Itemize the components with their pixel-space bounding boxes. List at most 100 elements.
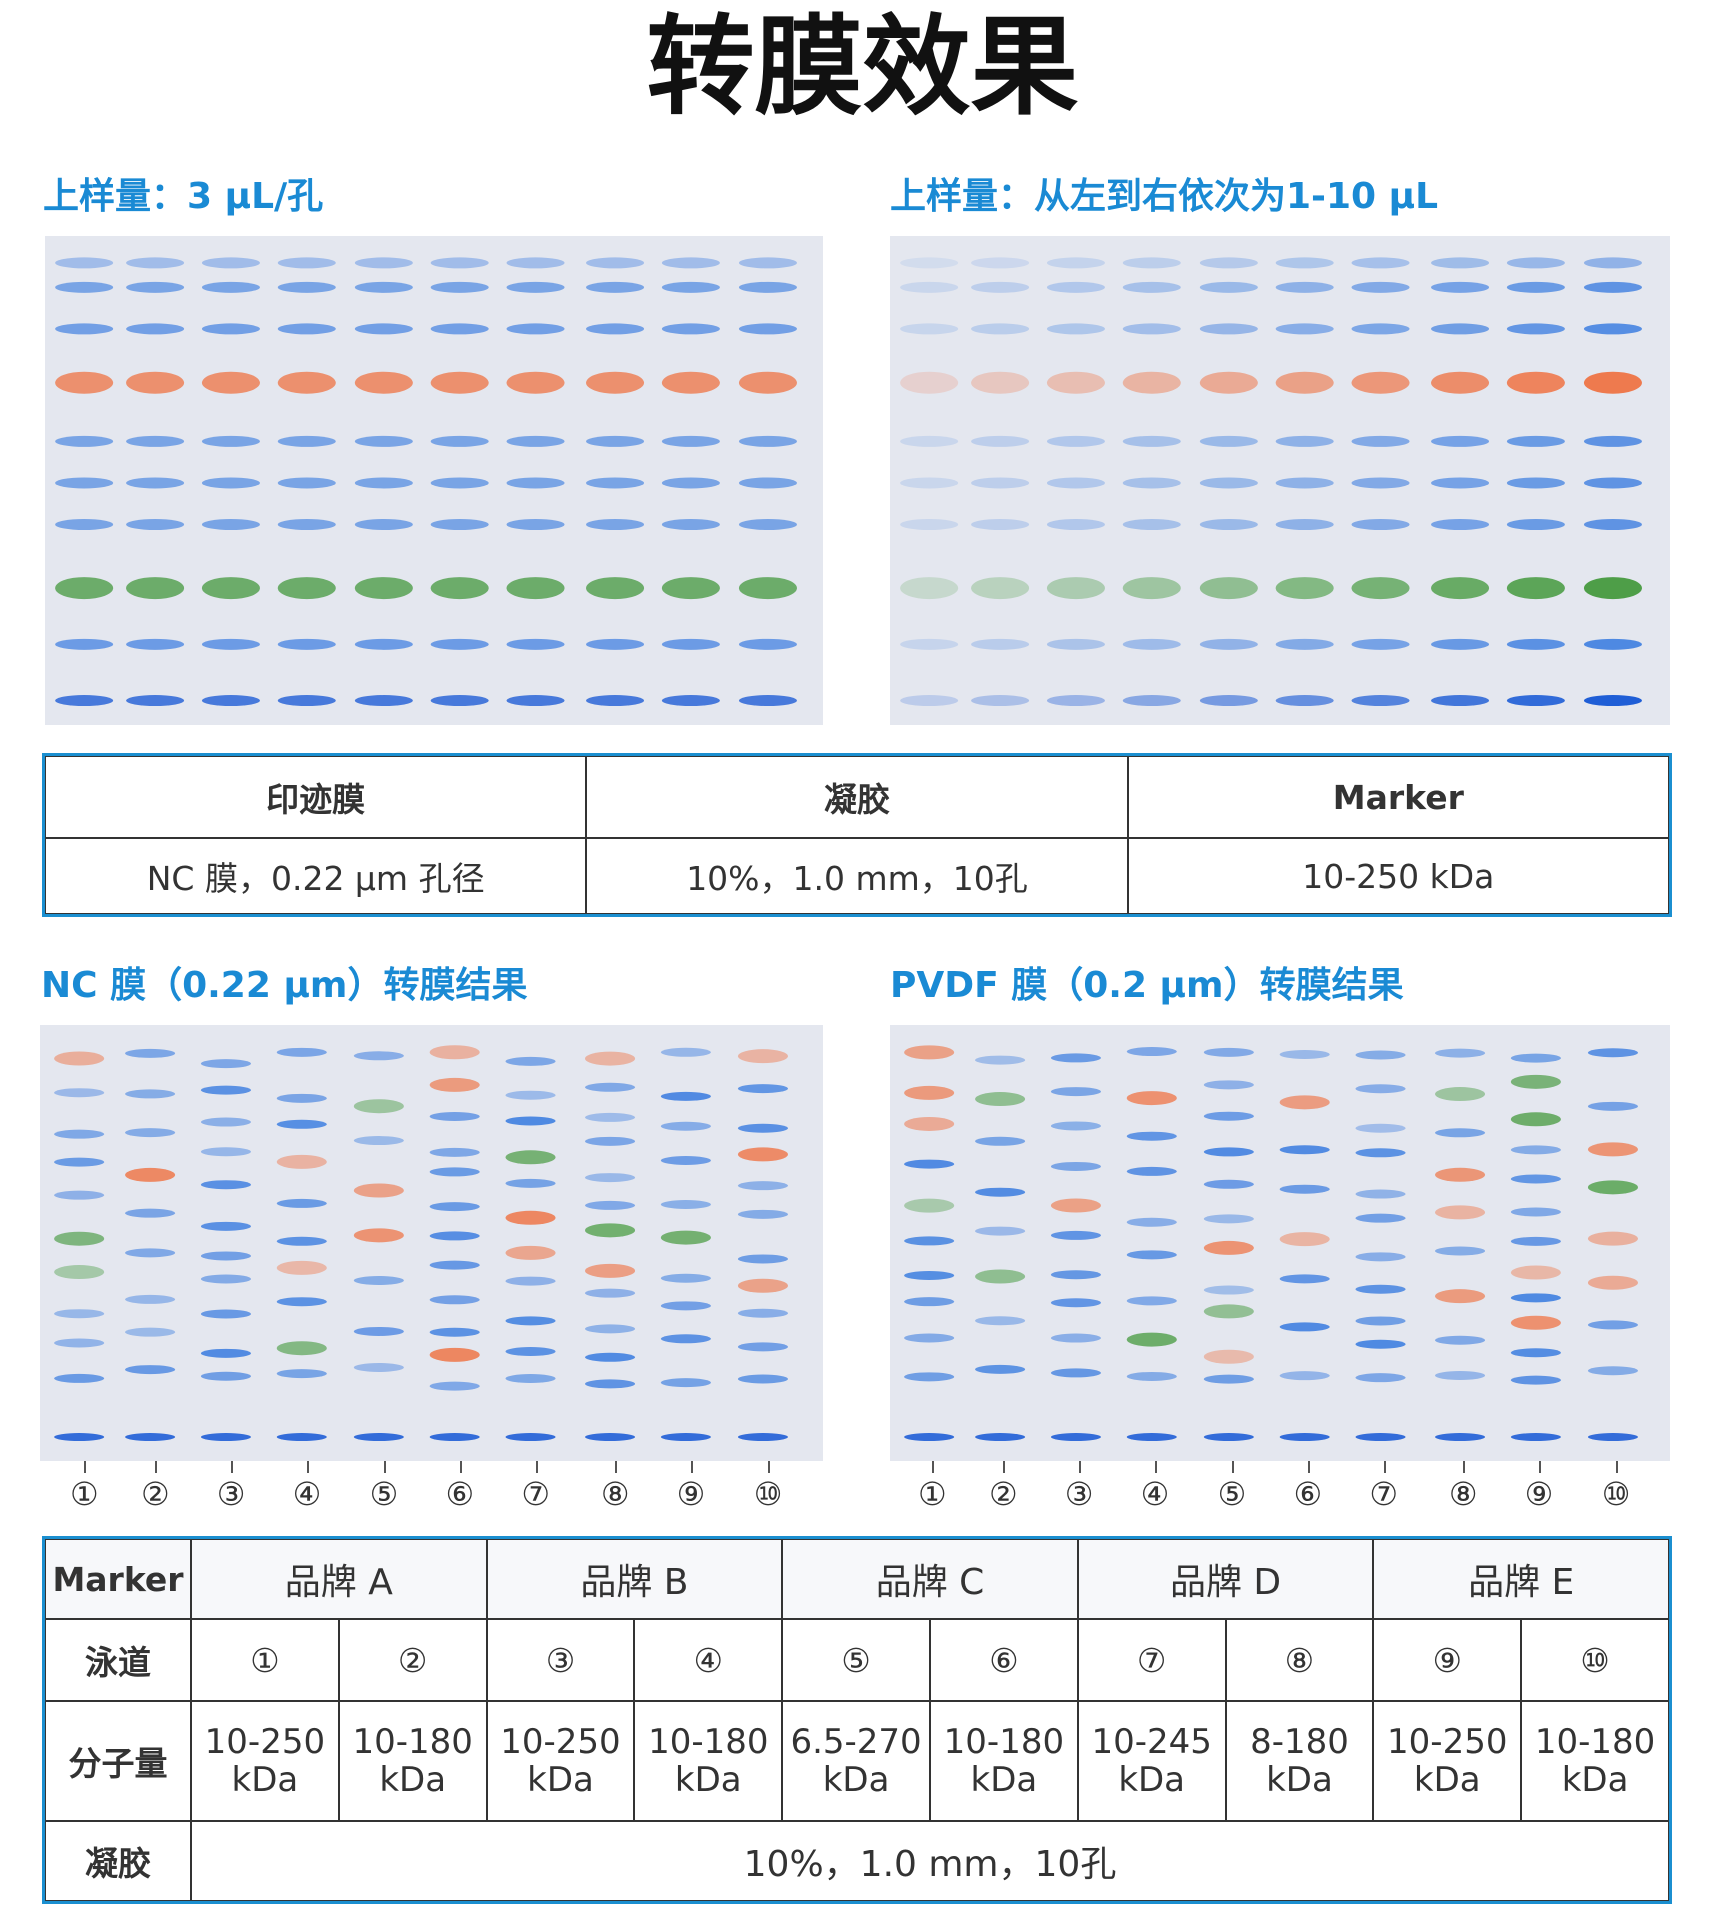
cell-line: kDa — [822, 1760, 890, 1800]
gel-band — [1510, 1112, 1561, 1127]
gel-band — [737, 1278, 788, 1293]
gel-band — [904, 1198, 955, 1213]
table-cell: 6.5-270 kDa — [781, 1700, 931, 1822]
gel-band — [585, 1223, 636, 1238]
gel-band — [586, 257, 645, 269]
table-cell: 10%，1.0 mm，10孔 — [190, 1820, 1670, 1902]
cell-line: 10-245 — [1091, 1722, 1212, 1762]
gel-band — [1510, 1236, 1561, 1246]
gel-band — [586, 281, 645, 293]
gel-band — [660, 1301, 711, 1311]
gel-band — [661, 281, 720, 293]
gel-band — [1046, 281, 1105, 293]
gel-band — [505, 1374, 556, 1384]
gel-band — [1050, 1230, 1101, 1240]
gel-band — [586, 638, 645, 650]
gel-band — [353, 1362, 404, 1372]
gel-band — [1203, 1374, 1254, 1384]
gel-band — [1510, 1348, 1561, 1358]
cell-line: kDa — [379, 1760, 447, 1800]
gel-band — [1122, 371, 1181, 394]
gel-band — [1275, 477, 1334, 489]
gel-band — [738, 435, 797, 447]
gel-band — [1355, 1252, 1406, 1262]
gel-band — [1355, 1189, 1406, 1199]
gel-band — [353, 1183, 404, 1198]
table-header: 品牌 C — [781, 1538, 1079, 1620]
gel-band — [1583, 638, 1642, 650]
gel-band — [1506, 695, 1565, 707]
gel-band — [200, 1433, 251, 1442]
gel-band — [1435, 1128, 1486, 1138]
gel-band — [1506, 281, 1565, 293]
table-cell: 10%，1.0 mm，10孔 — [585, 837, 1129, 915]
lane-tick — [231, 1461, 234, 1473]
gel-band — [900, 577, 959, 600]
gel-band — [1355, 1373, 1406, 1383]
gel-band — [1583, 519, 1642, 531]
gel-band — [1587, 1180, 1638, 1195]
gel-band — [1506, 477, 1565, 489]
gel-band — [354, 638, 413, 650]
gel-band — [1583, 477, 1642, 489]
lane-number: ⑩ — [1601, 1475, 1631, 1513]
gel-band — [353, 1051, 404, 1061]
gel-band — [1126, 1296, 1177, 1306]
gel-band — [975, 1055, 1026, 1065]
gel-band — [1126, 1166, 1177, 1176]
gel-band — [1435, 1335, 1486, 1345]
gel-band — [900, 477, 959, 489]
gel-band — [1279, 1322, 1330, 1332]
table-row: 分子量 10-250 kDa 10-180 kDa 10-250 kDa 10-180 kDa 6… — [44, 1700, 1670, 1822]
gel-band — [737, 1123, 788, 1133]
gel-band — [54, 1433, 105, 1442]
gel-band — [975, 1269, 1026, 1284]
gel-band — [429, 1295, 480, 1305]
gel-band — [586, 695, 645, 707]
gel-band — [1583, 435, 1642, 447]
lane-number: ⑥ — [1293, 1475, 1323, 1513]
gel-band — [125, 1294, 176, 1304]
gel-band — [354, 323, 413, 335]
gel-band — [975, 1433, 1026, 1442]
gel-band — [354, 371, 413, 394]
panel-label: PVDF 膜（0.2 μm）转膜结果 — [890, 965, 1404, 1006]
gel-band — [1203, 1214, 1254, 1224]
gel-image — [40, 1025, 823, 1461]
lane-tick — [690, 1461, 693, 1473]
gel-band — [904, 1045, 955, 1060]
gel-band — [1587, 1142, 1638, 1157]
gel-band — [354, 281, 413, 293]
gel-band — [1279, 1184, 1330, 1194]
gel-band — [1583, 695, 1642, 707]
lane-tick — [615, 1461, 618, 1473]
gel-band — [1199, 323, 1258, 335]
gel-band — [55, 695, 114, 707]
table-cell: ⑥ — [928, 1618, 1079, 1702]
gel-band — [126, 371, 185, 394]
lane-number: ④ — [292, 1475, 322, 1513]
gel-band — [55, 371, 114, 394]
gel-band — [904, 1270, 955, 1280]
gel-band — [354, 577, 413, 600]
table-row: 凝胶 10%，1.0 mm，10孔 — [44, 1820, 1670, 1902]
gel-band — [660, 1433, 711, 1442]
table-cell: NC 膜，0.22 μm 孔径 — [43, 837, 588, 915]
lane-tick — [1307, 1461, 1310, 1473]
gel-band — [505, 1210, 556, 1225]
gel-band — [201, 695, 260, 707]
gel-band — [585, 1173, 636, 1183]
gel-band — [1050, 1433, 1101, 1442]
gel-band — [276, 1093, 327, 1103]
gel-band — [585, 1136, 636, 1146]
gel-band — [1431, 257, 1490, 269]
table-cell: 10-180 kDa — [1520, 1700, 1670, 1822]
gel-band — [585, 1112, 636, 1122]
gel-band — [1122, 519, 1181, 531]
lane-number: ⑨ — [1524, 1475, 1554, 1513]
gel-band — [1050, 1368, 1101, 1378]
gel-band — [1587, 1275, 1638, 1290]
gel-band — [1275, 257, 1334, 269]
gel-band — [660, 1334, 711, 1344]
cell-line: kDa — [1118, 1760, 1186, 1800]
